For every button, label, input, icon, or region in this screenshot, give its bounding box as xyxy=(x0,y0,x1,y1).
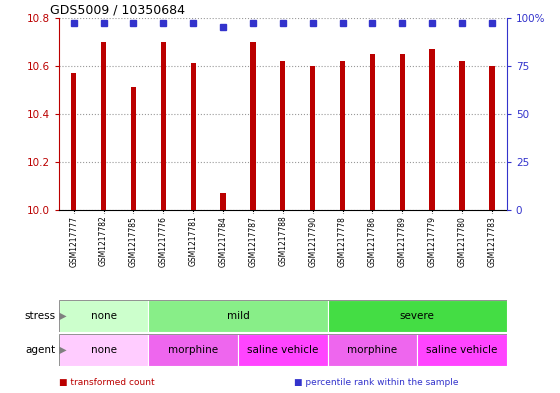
Text: GSM1217779: GSM1217779 xyxy=(428,216,437,267)
Text: saline vehicle: saline vehicle xyxy=(247,345,319,355)
Bar xyxy=(238,334,328,366)
Bar xyxy=(59,300,148,332)
Text: none: none xyxy=(91,345,116,355)
Text: ■ percentile rank within the sample: ■ percentile rank within the sample xyxy=(294,378,459,387)
Text: GSM1217785: GSM1217785 xyxy=(129,216,138,266)
Text: GSM1217777: GSM1217777 xyxy=(69,216,78,267)
Bar xyxy=(71,73,76,210)
Text: morphine: morphine xyxy=(347,345,398,355)
Bar xyxy=(148,334,238,366)
Bar xyxy=(310,66,315,210)
Text: GSM1217783: GSM1217783 xyxy=(487,216,496,266)
Text: GSM1217788: GSM1217788 xyxy=(278,216,287,266)
Bar xyxy=(489,66,494,210)
Text: GSM1217790: GSM1217790 xyxy=(308,216,317,267)
Text: mild: mild xyxy=(227,311,249,321)
Text: ▶: ▶ xyxy=(56,311,67,321)
Text: agent: agent xyxy=(26,345,56,355)
Text: saline vehicle: saline vehicle xyxy=(426,345,498,355)
Text: GSM1217784: GSM1217784 xyxy=(218,216,227,266)
Text: ▶: ▶ xyxy=(56,345,67,355)
Bar xyxy=(459,61,465,210)
Bar xyxy=(417,334,507,366)
Text: GSM1217776: GSM1217776 xyxy=(159,216,168,267)
Bar xyxy=(328,300,507,332)
Text: severe: severe xyxy=(400,311,435,321)
Bar xyxy=(370,54,375,210)
Bar xyxy=(328,334,417,366)
Text: morphine: morphine xyxy=(168,345,218,355)
Bar xyxy=(161,42,166,210)
Bar xyxy=(340,61,345,210)
Text: GSM1217780: GSM1217780 xyxy=(458,216,466,266)
Bar xyxy=(190,63,196,210)
Bar xyxy=(221,193,226,210)
Text: GSM1217782: GSM1217782 xyxy=(99,216,108,266)
Bar xyxy=(250,42,255,210)
Bar xyxy=(280,61,286,210)
Text: none: none xyxy=(91,311,116,321)
Bar xyxy=(59,334,148,366)
Text: GSM1217786: GSM1217786 xyxy=(368,216,377,266)
Bar xyxy=(430,49,435,210)
Bar xyxy=(101,42,106,210)
Text: GDS5009 / 10350684: GDS5009 / 10350684 xyxy=(50,4,185,17)
Bar xyxy=(400,54,405,210)
Bar xyxy=(131,88,136,210)
Text: GSM1217787: GSM1217787 xyxy=(249,216,258,266)
Text: ■ transformed count: ■ transformed count xyxy=(59,378,155,387)
Text: stress: stress xyxy=(25,311,56,321)
Text: GSM1217789: GSM1217789 xyxy=(398,216,407,266)
Text: GSM1217778: GSM1217778 xyxy=(338,216,347,266)
Bar xyxy=(148,300,328,332)
Text: GSM1217781: GSM1217781 xyxy=(189,216,198,266)
